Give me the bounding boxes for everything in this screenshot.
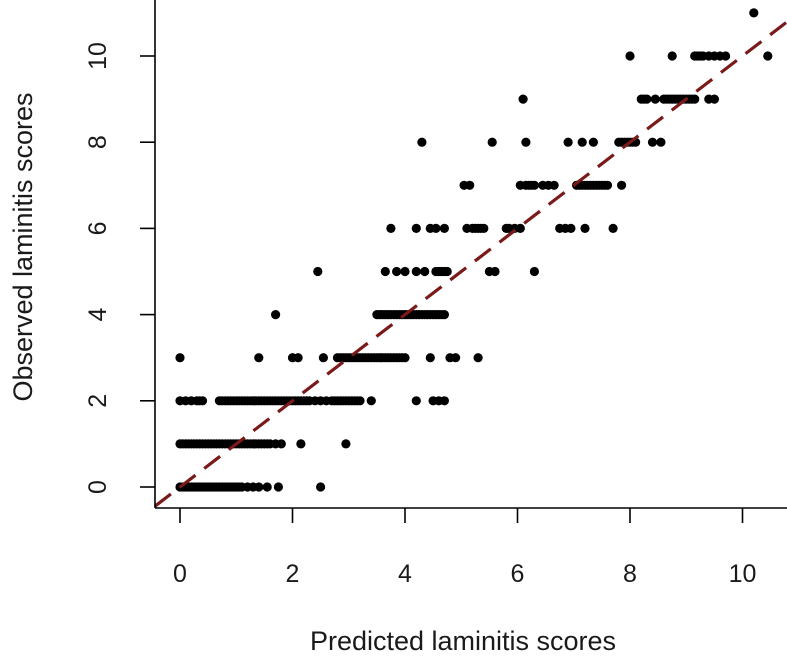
x-tick-label: 6 xyxy=(511,560,525,588)
identity-reference-line xyxy=(154,20,787,508)
data-point xyxy=(271,310,281,320)
data-point xyxy=(411,266,421,277)
data-point xyxy=(439,223,449,233)
x-tick-label: 10 xyxy=(729,560,757,588)
y-tick-label: 6 xyxy=(84,221,112,235)
data-point xyxy=(667,51,677,61)
data-point xyxy=(650,94,660,104)
data-point xyxy=(647,137,658,147)
data-point xyxy=(473,353,483,363)
points-layer xyxy=(175,8,773,492)
data-point xyxy=(262,482,272,492)
data-point xyxy=(608,223,618,233)
data-point xyxy=(465,180,475,190)
x-axis-title: Predicted laminitis scores xyxy=(310,626,616,656)
data-point xyxy=(439,310,449,320)
data-point xyxy=(411,396,421,406)
data-point xyxy=(400,266,410,277)
data-point xyxy=(521,137,531,147)
x-tick-label: 8 xyxy=(623,560,637,588)
x-axis-ticks: 0 2 4 6 8 10 xyxy=(173,508,756,588)
data-point xyxy=(721,51,731,61)
data-point xyxy=(366,396,376,406)
data-point xyxy=(690,94,700,104)
data-point xyxy=(276,439,286,449)
x-tick-label: 4 xyxy=(398,560,412,588)
y-tick-label: 8 xyxy=(84,135,112,149)
data-point xyxy=(318,353,328,363)
data-point xyxy=(341,439,351,449)
data-point xyxy=(296,439,306,449)
data-point xyxy=(566,223,576,233)
data-point xyxy=(549,180,559,190)
data-point xyxy=(479,223,489,233)
data-point xyxy=(563,137,573,147)
data-point xyxy=(380,266,390,277)
data-point xyxy=(400,353,410,363)
data-point xyxy=(417,137,427,147)
data-point xyxy=(316,482,326,492)
data-point xyxy=(580,223,590,233)
y-axis-title: Observed laminitis scores xyxy=(8,92,38,401)
data-point xyxy=(602,180,613,190)
data-point xyxy=(518,94,528,104)
y-tick-label: 0 xyxy=(84,480,112,494)
data-point xyxy=(763,51,773,61)
data-point xyxy=(487,137,497,147)
data-point xyxy=(197,396,208,406)
y-tick-label: 2 xyxy=(84,394,112,408)
data-point xyxy=(431,223,441,233)
data-point xyxy=(175,353,185,363)
data-point xyxy=(420,266,430,277)
data-point xyxy=(588,137,599,147)
data-point xyxy=(392,266,402,277)
data-point xyxy=(386,223,396,233)
data-point xyxy=(313,266,323,277)
data-point xyxy=(293,353,303,363)
data-point xyxy=(355,396,365,406)
y-tick-label: 4 xyxy=(84,308,112,322)
data-point xyxy=(442,266,452,277)
data-point xyxy=(625,51,635,61)
data-point xyxy=(254,482,264,492)
data-point xyxy=(529,180,540,190)
data-point xyxy=(749,8,759,18)
data-point xyxy=(451,353,461,363)
data-point xyxy=(425,353,435,363)
data-point xyxy=(411,223,421,233)
data-point xyxy=(617,180,627,190)
data-point xyxy=(490,266,500,277)
data-point xyxy=(439,396,449,406)
data-point xyxy=(709,94,720,104)
data-point xyxy=(577,137,587,147)
data-point xyxy=(515,223,525,233)
x-tick-label: 2 xyxy=(286,560,300,588)
x-tick-label: 0 xyxy=(173,560,187,588)
data-point xyxy=(656,137,666,147)
data-point xyxy=(273,482,283,492)
y-axis-ticks: 0 2 4 6 8 10 xyxy=(84,42,155,494)
data-point xyxy=(254,353,264,363)
y-tick-label: 10 xyxy=(84,42,112,70)
data-point xyxy=(642,94,652,104)
data-point xyxy=(529,266,540,277)
